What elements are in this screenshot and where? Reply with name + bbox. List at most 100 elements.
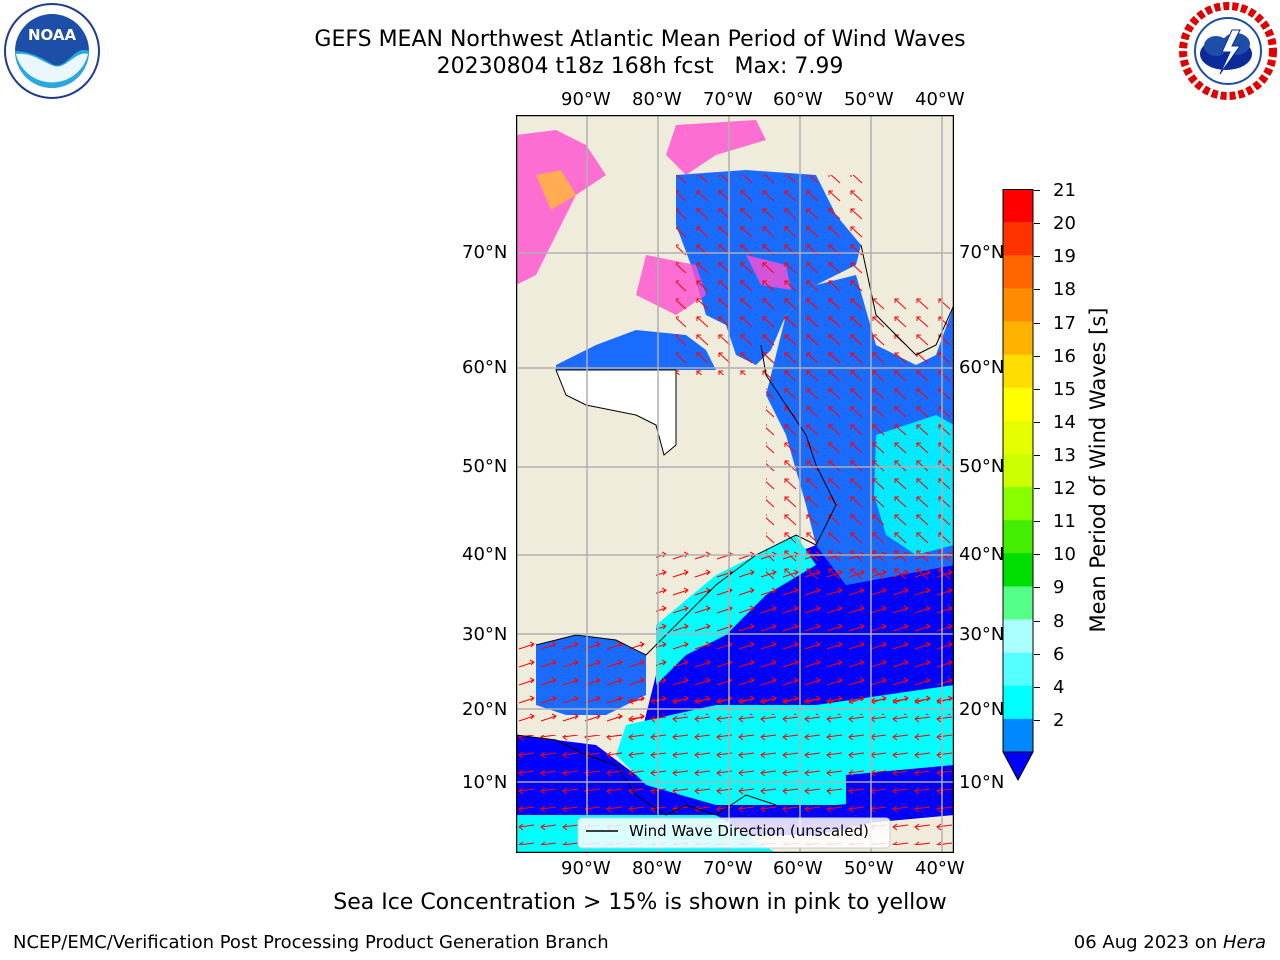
lon-label-top-60w: 60°W bbox=[773, 89, 823, 110]
lat-label-right-10n: 10°N bbox=[959, 772, 1005, 793]
arrows-labrador bbox=[766, 295, 954, 585]
sea-ice-north bbox=[666, 120, 766, 175]
colorbar-tick-label: 12 bbox=[1053, 478, 1076, 500]
lat-label-right-70n: 70°N bbox=[959, 242, 1005, 263]
map-panel: Wind Wave Direction (unscaled) bbox=[515, 114, 955, 854]
coastline-north-america bbox=[535, 344, 837, 656]
lat-label-left-50n: 50°N bbox=[462, 456, 508, 477]
colorbar-segment bbox=[1003, 222, 1033, 256]
lat-label-left-60n: 60°N bbox=[462, 357, 508, 378]
arrows-gulf bbox=[516, 635, 646, 725]
colorbar-tick-label: 19 bbox=[1053, 246, 1076, 268]
graticule bbox=[516, 115, 954, 853]
colorbar-tick-mark bbox=[1034, 256, 1040, 258]
footer-machine: Hera bbox=[1222, 932, 1266, 953]
map-legend bbox=[577, 817, 891, 849]
colorbar-tick-mark bbox=[1034, 454, 1040, 456]
colorbar-segment bbox=[1003, 652, 1033, 687]
lon-label-top-80w: 80°W bbox=[632, 89, 682, 110]
colorbar-tick-label: 4 bbox=[1053, 676, 1065, 698]
colorbar-svg bbox=[1002, 189, 1034, 782]
colorbar-extend-arrow bbox=[1002, 751, 1034, 782]
colorbar-segment bbox=[1003, 387, 1033, 422]
lat-label-left-20n: 20°N bbox=[462, 699, 508, 720]
lat-label-left-10n: 10°N bbox=[462, 772, 508, 793]
sea-ice-west bbox=[516, 130, 606, 285]
lat-label-right-20n: 20°N bbox=[959, 699, 1005, 720]
nws-logo bbox=[1178, 2, 1278, 100]
colorbar-tick-mark bbox=[1034, 620, 1040, 622]
lat-label-right-60n: 60°N bbox=[959, 357, 1005, 378]
colorbar-tick-mark bbox=[1034, 653, 1040, 655]
colorbar-tick-mark bbox=[1034, 322, 1040, 324]
colorbar-tick-label: 21 bbox=[1053, 180, 1076, 201]
colorbar-tick-label: 16 bbox=[1053, 345, 1076, 367]
colorbar-segment bbox=[1003, 354, 1033, 389]
lat-label-left-70n: 70°N bbox=[462, 242, 508, 263]
colorbar-tick-label: 10 bbox=[1053, 544, 1076, 566]
lon-label-bottom-80w: 80°W bbox=[632, 858, 682, 879]
lon-label-top-70w: 70°W bbox=[703, 89, 753, 110]
colorbar-tick-mark bbox=[1034, 223, 1040, 225]
colorbar-tick-label: 6 bbox=[1053, 643, 1065, 665]
colorbar-tick-mark bbox=[1034, 521, 1040, 523]
lat-label-left-40n: 40°N bbox=[462, 544, 508, 565]
colorbar bbox=[1002, 189, 1034, 782]
lat-label-right-30n: 30°N bbox=[959, 624, 1005, 645]
map-frame bbox=[515, 114, 955, 854]
colorbar-tick-mark bbox=[1034, 388, 1040, 390]
lon-label-bottom-50w: 50°W bbox=[844, 858, 894, 879]
colorbar-tick-label: 20 bbox=[1053, 213, 1076, 235]
footer-date: 06 Aug 2023 on Hera bbox=[1074, 932, 1266, 953]
colorbar-tick-label: 2 bbox=[1053, 709, 1065, 731]
colorbar-segment bbox=[1003, 586, 1033, 621]
colorbar-segment bbox=[1003, 255, 1033, 289]
arrows-atlantic bbox=[656, 545, 954, 715]
colorbar-tick-label: 15 bbox=[1053, 378, 1076, 400]
colorbar-tick-label: 8 bbox=[1053, 610, 1065, 632]
lon-label-bottom-40w: 40°W bbox=[915, 858, 965, 879]
colorbar-tick-label: 14 bbox=[1053, 411, 1076, 433]
lon-label-bottom-70w: 70°W bbox=[703, 858, 753, 879]
colorbar-tick-label: 17 bbox=[1053, 312, 1076, 334]
lon-label-bottom-60w: 60°W bbox=[773, 858, 823, 879]
colorbar-tick-mark bbox=[1034, 289, 1040, 291]
noaa-logo: NOAA bbox=[2, 2, 102, 100]
legend-label: Wind Wave Direction (unscaled) bbox=[629, 822, 869, 840]
sea-ice-note: Sea Ice Concentration > 15% is shown in … bbox=[333, 890, 947, 915]
svg-text:NOAA: NOAA bbox=[28, 26, 77, 44]
no-data-region bbox=[555, 369, 677, 456]
colorbar-segment bbox=[1003, 619, 1033, 654]
coastline-central-america bbox=[515, 734, 777, 816]
colorbar-tick-mark bbox=[1034, 421, 1040, 423]
map-subtitle: 20230804 t18z 168h fcst Max: 7.99 bbox=[436, 54, 844, 79]
colorbar-tick-mark bbox=[1034, 719, 1040, 721]
colorbar-segment bbox=[1003, 520, 1033, 554]
colorbar-segment bbox=[1003, 189, 1033, 223]
colorbar-tick-label: 9 bbox=[1053, 577, 1065, 599]
colorbar-tick-label: 13 bbox=[1053, 444, 1076, 466]
lon-label-top-90w: 90°W bbox=[561, 89, 611, 110]
colorbar-tick-mark bbox=[1034, 190, 1040, 191]
colorbar-ticks: 21 20 19 18 17 16 15 14 13 12 11 10 9 8 6 4 2 bbox=[1034, 180, 1080, 770]
colorbar-tick-label: 18 bbox=[1053, 279, 1076, 301]
lat-label-right-50n: 50°N bbox=[959, 456, 1005, 477]
footer-branch: NCEP/EMC/Verification Post Processing Pr… bbox=[13, 932, 609, 953]
lat-label-left-30n: 30°N bbox=[462, 624, 508, 645]
colorbar-tick-mark bbox=[1034, 554, 1040, 556]
colorbar-tick-mark bbox=[1034, 355, 1040, 357]
colorbar-segment bbox=[1003, 288, 1033, 322]
footer-date-text: 06 Aug 2023 on bbox=[1073, 932, 1223, 953]
lat-label-right-40n: 40°N bbox=[959, 544, 1005, 565]
colorbar-tick-mark bbox=[1034, 686, 1040, 688]
colorbar-segment bbox=[1003, 718, 1033, 753]
colorbar-segment bbox=[1003, 453, 1033, 488]
map-canvas bbox=[515, 114, 955, 854]
sea-ice-orange bbox=[536, 170, 576, 210]
map-title: GEFS MEAN Northwest Atlantic Mean Period… bbox=[314, 27, 966, 52]
colorbar-frame bbox=[1002, 189, 1034, 752]
lon-label-top-50w: 50°W bbox=[844, 89, 894, 110]
colorbar-segment bbox=[1003, 553, 1033, 587]
colorbar-tick-label: 11 bbox=[1053, 511, 1076, 533]
colorbar-segment bbox=[1003, 321, 1033, 356]
